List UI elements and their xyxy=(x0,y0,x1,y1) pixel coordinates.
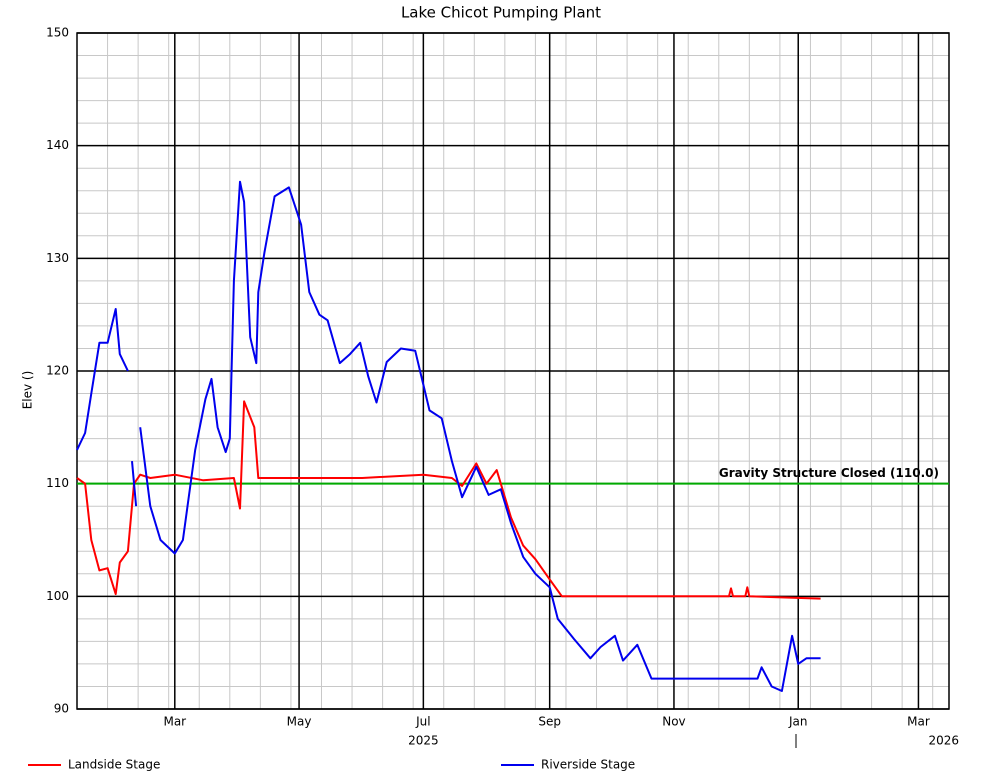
plot-frame xyxy=(76,32,950,710)
series-line xyxy=(76,180,821,692)
legend-label: Riverside Stage xyxy=(541,758,635,772)
x-tick-label: Sep xyxy=(538,715,561,729)
y-tick-label: 110 xyxy=(46,476,69,490)
x-tick-label: Jan xyxy=(788,715,808,729)
x-tick-label: Mar xyxy=(907,715,930,729)
x-tick-label: Nov xyxy=(662,715,685,729)
y-tick-label: 150 xyxy=(46,26,69,40)
x-year-label: 2026 xyxy=(928,734,959,748)
y-tick-label: 130 xyxy=(46,251,69,265)
x-tick-label: May xyxy=(287,715,312,729)
y-axis-label: Elev () xyxy=(21,371,35,410)
x-tick-label: Jul xyxy=(415,715,430,729)
y-tick-label: 120 xyxy=(46,364,69,378)
y-tick-label: 90 xyxy=(54,702,69,716)
x-tick-label: Mar xyxy=(163,715,186,729)
x-year-label: 2025 xyxy=(408,734,439,748)
legend-label: Landside Stage xyxy=(68,758,160,772)
y-tick-label: 100 xyxy=(46,589,69,603)
chart-title: Lake Chicot Pumping Plant xyxy=(401,4,601,22)
y-tick-label: 140 xyxy=(46,138,69,152)
reference-label: Gravity Structure Closed (110.0) xyxy=(719,466,939,480)
series-line xyxy=(76,400,821,600)
